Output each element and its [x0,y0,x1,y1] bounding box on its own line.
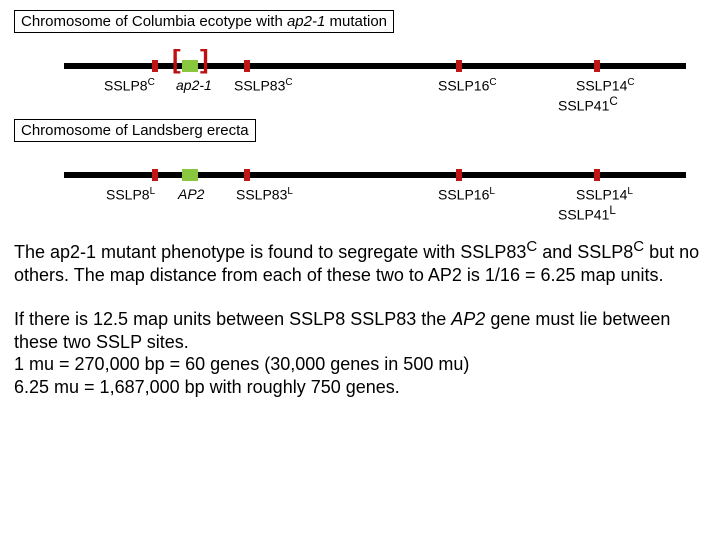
label-sslp8l: SSLP8L [106,186,155,203]
label-sslp8c: SSLP8C [104,77,155,94]
label-sslp16c: SSLP16C [438,77,497,94]
marker-sslp8l [152,169,158,181]
gene-ap2-1 [182,60,198,72]
marker-sslp83c [244,60,250,72]
paragraph-2: If there is 12.5 map units between SSLP8… [14,308,706,398]
label-sslp41c: SSLP41C [558,95,618,114]
label-sslp14c: SSLP14C [576,77,635,94]
chromosome-columbia: [ ] ap2-1 SSLP8C SSLP83C SSLP16C SSLP14C… [24,39,696,119]
gene-ap2 [182,169,198,181]
label-sslp83l: SSLP83L [236,186,293,203]
title-landsberg: Chromosome of Landsberg erecta [14,119,256,142]
marker-sslp14l [594,169,600,181]
marker-sslp8c [152,60,158,72]
label-sslp41l: SSLP41L [558,204,616,223]
marker-sslp83l [244,169,250,181]
gene-label-ap2-1: ap2-1 [176,77,212,93]
title1-b: ap2-1 [287,13,325,30]
paragraph-1: The ap2-1 mutant phenotype is found to s… [14,238,706,286]
label-sslp16l: SSLP16L [438,186,495,203]
marker-sslp16c [456,60,462,72]
title1-a: Chromosome of Columbia ecotype with [21,13,287,30]
label-sslp14l: SSLP14L [576,186,633,203]
marker-sslp14c [594,60,600,72]
title1-c: mutation [325,13,387,30]
bracket-right: ] [200,44,209,75]
label-sslp83c: SSLP83C [234,77,293,94]
bracket-left: [ [172,44,181,75]
gene-label-ap2: AP2 [178,186,204,202]
chromosome-landsberg: AP2 SSLP8L SSLP83L SSLP16L SSLP14L SSLP4… [24,148,696,228]
title-columbia: Chromosome of Columbia ecotype with ap2-… [14,10,394,33]
marker-sslp16l [456,169,462,181]
